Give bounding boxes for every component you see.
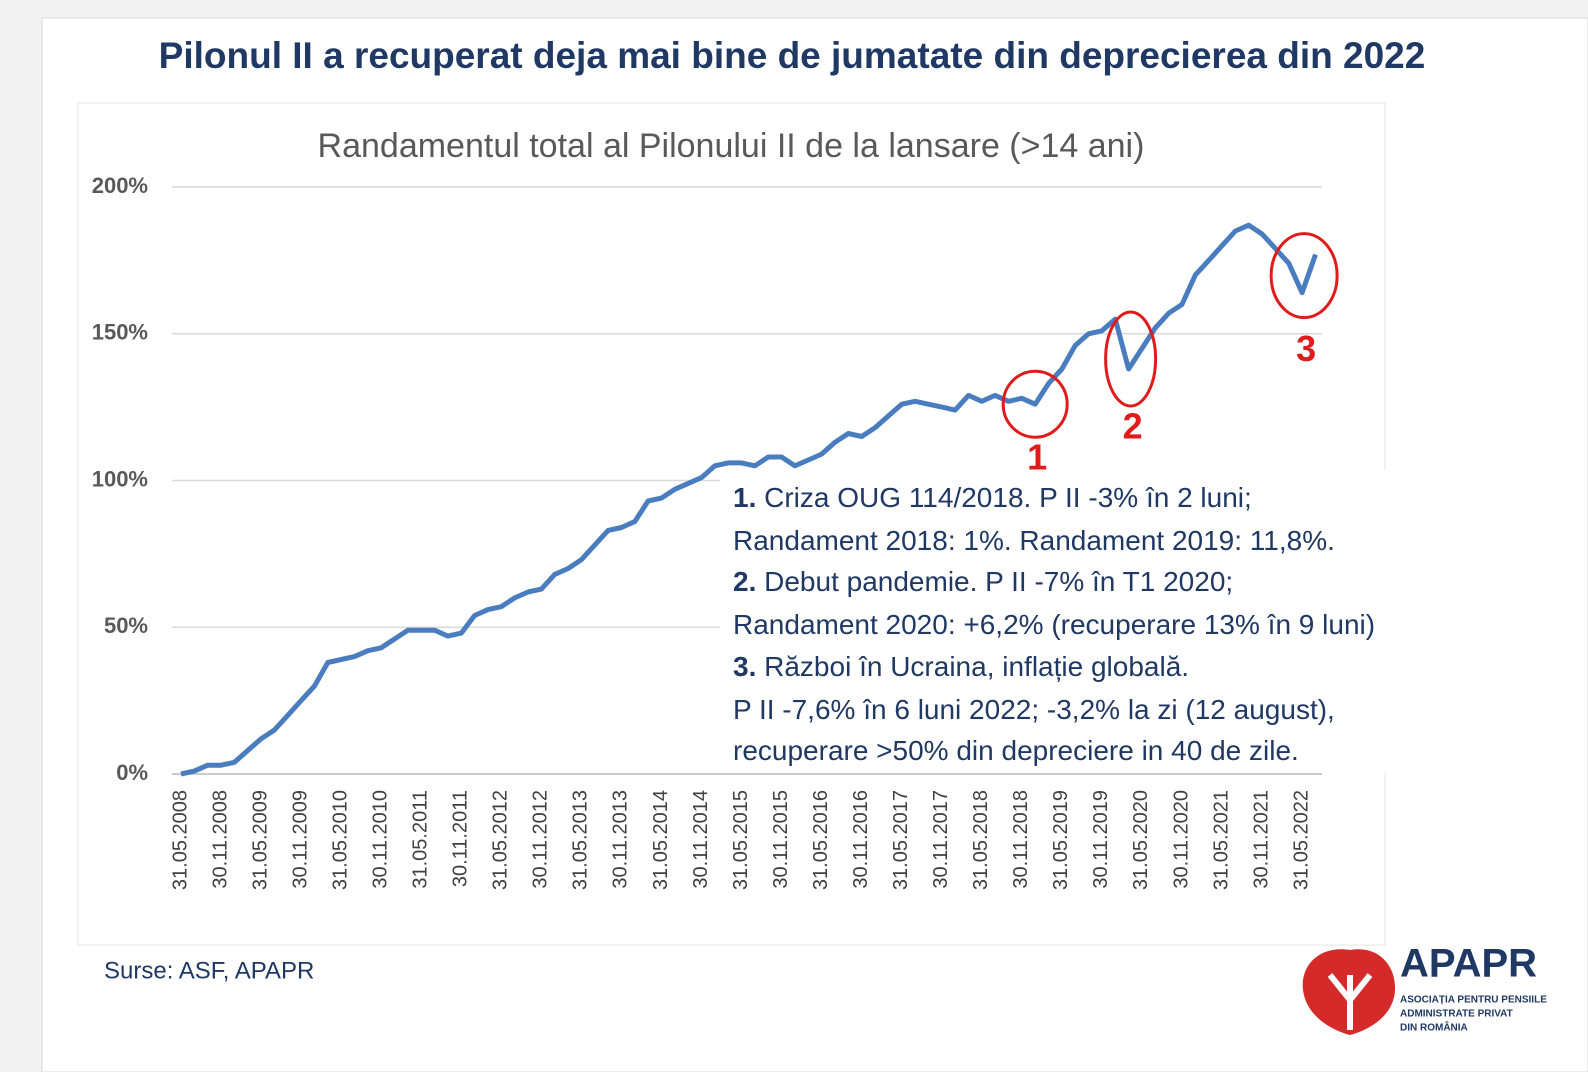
- notes: 1. Criza OUG 114/2018. P II -3% în 2 lun…: [733, 482, 1375, 766]
- x-tick-label: 30.11.2019: [1090, 790, 1112, 889]
- x-tick-label: 31.05.2019: [1050, 790, 1072, 890]
- x-tick-label: 30.11.2012: [530, 790, 552, 889]
- note-number: 2.: [733, 566, 756, 597]
- x-tick-label: 31.05.2009: [249, 790, 271, 890]
- source: Surse: ASF, APAPR: [104, 957, 314, 984]
- logo-line: ADMINISTRATE PRIVAT: [1400, 1009, 1513, 1020]
- annotation-label: 2: [1123, 405, 1143, 446]
- x-tick-label: 30.11.2009: [289, 790, 311, 889]
- note-line: P II -7,6% în 6 luni 2022; -3,2% la zi (…: [733, 694, 1335, 725]
- x-tick-label: 31.05.2017: [890, 790, 912, 890]
- x-tick-label: 30.11.2020: [1170, 790, 1192, 889]
- annotation-circle: [1104, 310, 1158, 408]
- logo: APAPR ASOCIAȚIA PENTRU PENSIILE ADMINIST…: [1302, 942, 1547, 1035]
- y-tick-label: 0%: [116, 760, 148, 785]
- y-tick-label: 200%: [92, 173, 148, 198]
- note-text: Randament 2018: 1%. Randament 2019: 11,8…: [733, 525, 1335, 556]
- y-tick-label: 50%: [104, 613, 148, 638]
- x-tick-label: 31.05.2021: [1210, 790, 1232, 890]
- x-tick-label: 31.05.2020: [1130, 790, 1152, 890]
- x-tick-label: 31.05.2018: [970, 790, 992, 890]
- annotation-label: 1: [1027, 437, 1047, 478]
- logo-icon: [1327, 973, 1373, 1030]
- x-tick-label: 31.05.2008: [169, 790, 191, 890]
- x-tick-label: 30.11.2013: [610, 790, 632, 889]
- annotation-circle: [1269, 232, 1339, 320]
- series-line: [180, 222, 1318, 777]
- x-tick-label: 31.05.2016: [810, 790, 832, 890]
- logo-line: DIN ROMÂNIA: [1400, 1021, 1468, 1034]
- logo-name: APAPR: [1400, 942, 1537, 986]
- note-text: recuperare >50% din depreciere in 40 de …: [733, 735, 1299, 766]
- note-text: Criza OUG 114/2018. P II -3% în 2 luni;: [756, 482, 1251, 513]
- x-tick-label: 30.11.2008: [209, 790, 231, 889]
- note-line: 1. Criza OUG 114/2018. P II -3% în 2 lun…: [733, 482, 1252, 513]
- note-line: Randament 2018: 1%. Randament 2019: 11,8…: [733, 525, 1335, 556]
- x-tick-label: 30.11.2011: [450, 790, 472, 887]
- x-tick-label: 30.11.2017: [930, 790, 952, 889]
- x-tick-label: 31.05.2013: [570, 790, 592, 890]
- note-text: P II -7,6% în 6 luni 2022; -3,2% la zi (…: [733, 694, 1335, 725]
- x-tick-label: 31.05.2011: [410, 790, 432, 889]
- y-tick-label: 150%: [92, 320, 148, 345]
- note-line: 2. Debut pandemie. P II -7% în T1 2020;: [733, 566, 1233, 597]
- y-tick-label: 100%: [92, 466, 148, 491]
- x-tick-label: 30.11.2014: [690, 790, 712, 889]
- x-tick-label: 30.11.2010: [369, 790, 391, 889]
- x-tick-label: 30.11.2016: [850, 790, 872, 889]
- slide-title: Pilonul II a recuperat deja mai bine de …: [159, 35, 1426, 76]
- note-box: [720, 470, 1530, 772]
- x-tick-label: 31.05.2022: [1290, 790, 1312, 890]
- annotation-circle: [1001, 369, 1069, 439]
- chart-title: Randamentul total al Pilonului II de la …: [318, 127, 1145, 165]
- note-line: Randament 2020: +6,2% (recuperare 13% în…: [733, 609, 1375, 640]
- logo-line: ASOCIAȚIA PENTRU PENSIILE: [1400, 995, 1547, 1006]
- note-line: recuperare >50% din depreciere in 40 de …: [733, 735, 1299, 766]
- note-line: 3. Război în Ucraina, inflație globală.: [733, 651, 1189, 682]
- x-tick-label: 31.05.2014: [650, 790, 672, 890]
- x-tick-label: 30.11.2018: [1010, 790, 1032, 889]
- note-text: Debut pandemie. P II -7% în T1 2020;: [756, 566, 1233, 597]
- note-text: Randament 2020: +6,2% (recuperare 13% în…: [733, 609, 1375, 640]
- x-tick-label: 30.11.2021: [1250, 790, 1272, 889]
- annotation-label: 3: [1296, 328, 1316, 369]
- x-tick-label: 31.05.2010: [329, 790, 351, 890]
- x-tick-label: 30.11.2015: [770, 790, 792, 889]
- note-number: 1.: [733, 482, 756, 513]
- x-tick-label: 31.05.2012: [490, 790, 512, 890]
- note-text: Război în Ucraina, inflație globală.: [756, 651, 1189, 682]
- x-tick-label: 31.05.2015: [730, 790, 752, 890]
- note-number: 3.: [733, 651, 756, 682]
